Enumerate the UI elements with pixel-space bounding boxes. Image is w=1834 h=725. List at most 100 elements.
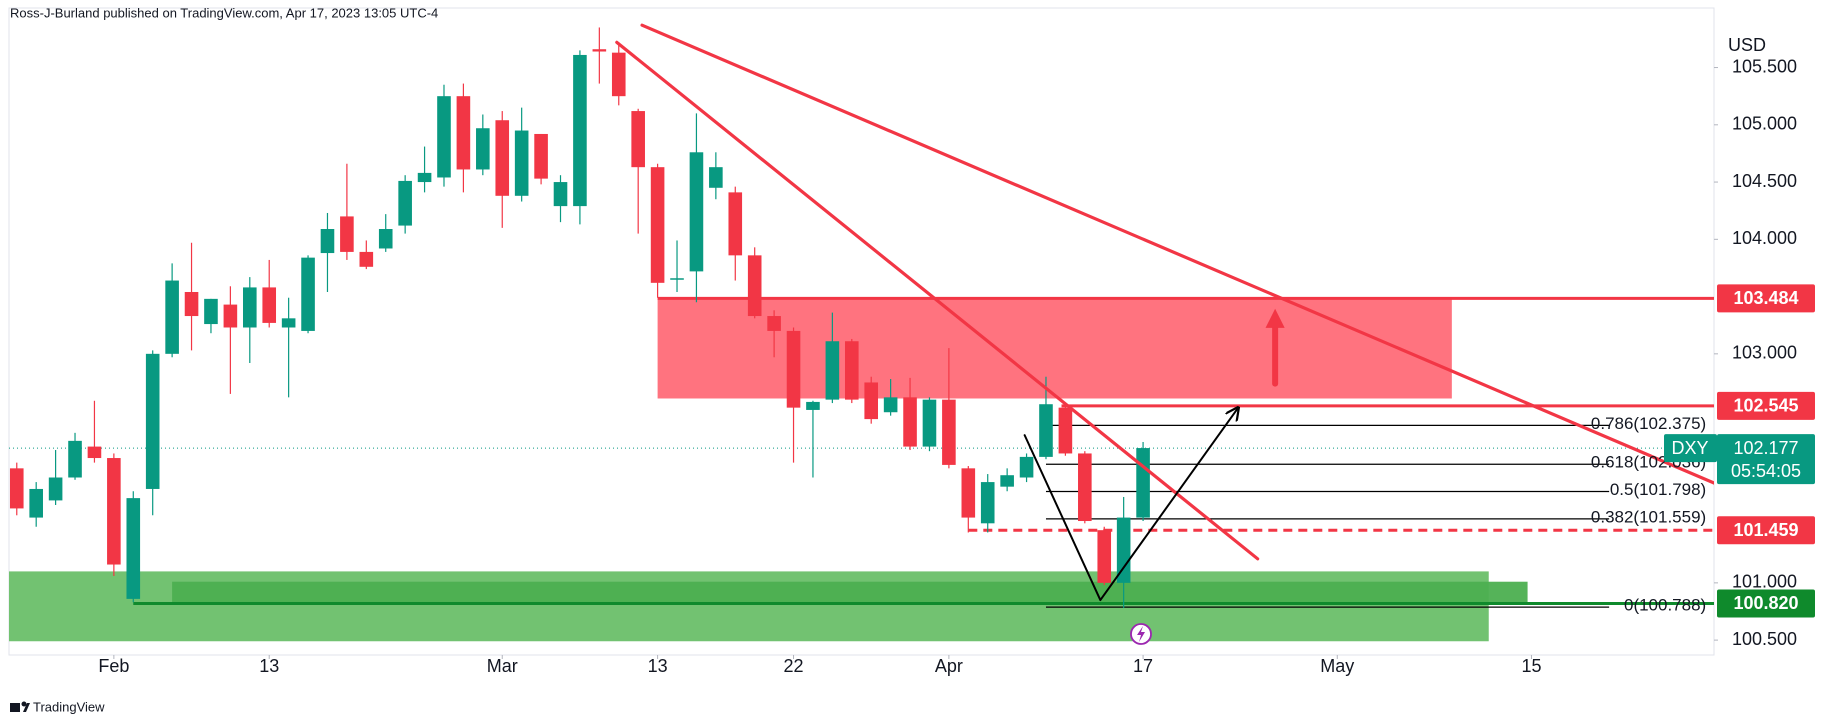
trendline (1023, 408, 1239, 602)
trendline (640, 23, 1714, 485)
price-label: 100.820 (1733, 593, 1798, 613)
candle-body (825, 341, 840, 400)
candle-body (223, 304, 238, 328)
candle-body (1097, 530, 1112, 583)
price-label-box (1717, 589, 1815, 618)
candle-body (68, 440, 82, 478)
event-icon (1130, 623, 1152, 645)
y-tick-label: 101.000 (1732, 572, 1797, 592)
candle-body (650, 167, 665, 283)
candle-body (281, 318, 296, 328)
overlay: 103.484 102.545 101.459 100.820 DXY 102.177 05… (1664, 284, 1815, 618)
symbol-box (1664, 434, 1717, 463)
price-label-box (1717, 516, 1815, 545)
candle-body (48, 477, 63, 501)
x-tick-label: Mar (487, 656, 518, 676)
candle-body (1000, 475, 1014, 487)
y-tick-label: 100.500 (1732, 629, 1797, 649)
zone (657, 298, 1452, 399)
x-tick-label: 13 (648, 656, 668, 676)
candle-body (9, 468, 24, 509)
candle-body (1019, 456, 1034, 478)
candle-body (844, 341, 859, 400)
candle-body (437, 96, 451, 178)
price-label-box (1717, 284, 1815, 313)
candle-body (709, 167, 723, 188)
candle-body (1078, 453, 1092, 522)
candle-body (1058, 407, 1073, 454)
y-tick-label: 105.500 (1732, 56, 1797, 76)
candle-body (961, 468, 976, 518)
candle-body (126, 498, 141, 599)
price-label-box (1717, 391, 1815, 420)
candle-body (806, 401, 820, 410)
candle-body (631, 111, 645, 168)
candle-body (747, 255, 762, 317)
zone (172, 581, 1528, 603)
candle-body (1116, 517, 1131, 583)
fib-label: 0.382(101.559) (1591, 507, 1706, 526)
x-tick-label: Feb (98, 656, 129, 676)
candle-body (476, 128, 490, 170)
candle-body (359, 251, 374, 267)
symbol-label: DXY (1671, 438, 1708, 458)
fib-label: 0.786(102.375) (1591, 414, 1706, 433)
y-tick-label: 103.000 (1732, 343, 1797, 363)
candle-body (378, 229, 393, 249)
candle-body (340, 216, 354, 252)
candle-body (184, 291, 199, 317)
candle-body (883, 397, 898, 413)
candle-body (29, 488, 43, 518)
fib-label: 0.5(101.798) (1610, 480, 1706, 499)
candle-body (456, 96, 471, 170)
candle-body (165, 280, 179, 354)
price-label: 101.459 (1733, 520, 1798, 540)
x-tick-label: Apr (935, 656, 963, 676)
candle-body (980, 482, 995, 524)
candle-body (786, 330, 801, 408)
candle-body (204, 298, 218, 325)
candle-body (670, 278, 684, 280)
candle-body (398, 180, 412, 226)
candle-body (107, 458, 121, 565)
candle-body (942, 399, 956, 465)
candle-body (1039, 404, 1053, 457)
author-line: Ross-J-Burland published on TradingView.… (10, 5, 438, 20)
tv-logo (10, 701, 30, 712)
candle-body (903, 397, 917, 447)
candle-body (87, 446, 102, 459)
candle-body (495, 120, 510, 196)
fib-label: 0(100.788) (1624, 596, 1706, 615)
countdown-label: 05:54:05 (1731, 461, 1801, 481)
candle-body (145, 353, 160, 489)
candle-body (514, 130, 529, 196)
x-tick-label: 13 (259, 656, 279, 676)
x-tick-label: 17 (1133, 656, 1153, 676)
candle-body (689, 152, 704, 272)
candle-body (611, 52, 626, 97)
candle-body (728, 192, 743, 256)
last-price-label: 102.177 (1733, 438, 1798, 458)
candle-body (320, 229, 335, 254)
candle-body (553, 182, 568, 207)
candle-body (864, 382, 879, 420)
x-tick-label: 15 (1521, 656, 1541, 676)
y-tick-label: 104.000 (1732, 228, 1797, 248)
candle-body (417, 172, 432, 183)
plot-area: 0.786(102.375)0.618(102.036)0.5(101.798)… (9, 23, 1714, 642)
candle-body (767, 316, 781, 331)
last-price-box (1717, 434, 1815, 485)
candle-body (301, 257, 315, 331)
x-tick-label: May (1320, 656, 1354, 676)
y-tick-label: 104.500 (1732, 171, 1797, 191)
currency-label: USD (1728, 35, 1766, 55)
x-tick-label: 22 (784, 656, 804, 676)
candle-body (262, 287, 277, 323)
candle-body (592, 49, 607, 52)
candle-body (1136, 448, 1150, 518)
candle-body (243, 287, 257, 328)
candle-body (573, 54, 587, 207)
footer-brand: TradingView (33, 699, 105, 714)
trendline (615, 40, 1260, 561)
